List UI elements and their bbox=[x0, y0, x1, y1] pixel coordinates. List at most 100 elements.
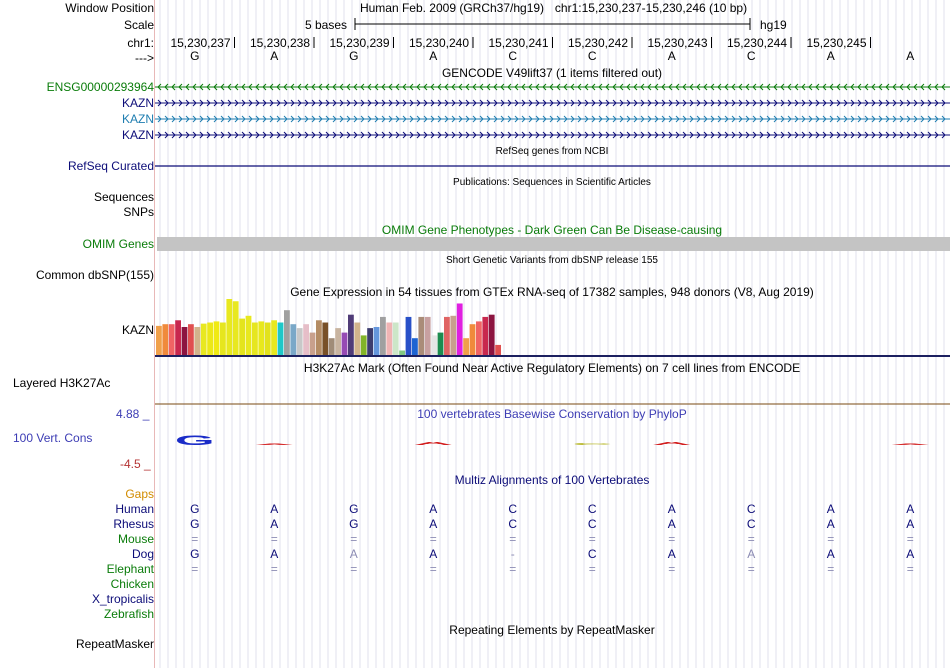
gtex-bar bbox=[181, 327, 188, 355]
strand-arrows bbox=[157, 131, 946, 139]
gtex-title[interactable]: Gene Expression in 54 tissues from GTEx … bbox=[290, 285, 814, 299]
ruler-base: A bbox=[270, 49, 279, 63]
multiz-species-label[interactable]: Dog bbox=[131, 547, 154, 561]
repeatmasker-label[interactable]: RepeatMasker bbox=[75, 637, 154, 651]
publications-sequences-label[interactable]: Sequences bbox=[93, 190, 154, 204]
publications-snps-label[interactable]: SNPs bbox=[123, 205, 154, 219]
multiz-base: G bbox=[190, 547, 200, 561]
refseq-title[interactable]: RefSeq genes from NCBI bbox=[495, 146, 609, 157]
gtex-bar bbox=[437, 332, 444, 355]
multiz-base: = bbox=[191, 562, 199, 576]
gtex-bar bbox=[200, 323, 207, 355]
multiz-base: A bbox=[747, 547, 756, 561]
gtex-bar bbox=[271, 320, 277, 355]
repeatmasker-title[interactable]: Repeating Elements by RepeatMasker bbox=[449, 623, 655, 637]
cons-logo-letter: C bbox=[572, 443, 612, 446]
gencode-item-label[interactable]: ENSG00000293964 bbox=[46, 80, 154, 94]
cons-logo-letter: A bbox=[254, 443, 294, 445]
gencode-item-label[interactable]: KAZN bbox=[121, 112, 154, 126]
multiz-species-label[interactable]: Elephant bbox=[106, 562, 154, 576]
gtex-bar bbox=[175, 320, 181, 355]
gencode-item-label[interactable]: KAZN bbox=[121, 96, 154, 110]
multiz-base: = bbox=[270, 532, 278, 546]
omim-label[interactable]: OMIM Genes bbox=[82, 237, 154, 251]
gtex-bar bbox=[431, 335, 437, 355]
multiz-base: C bbox=[746, 517, 756, 531]
gtex-bar bbox=[162, 324, 169, 355]
gtex-bar bbox=[156, 325, 162, 355]
gtex-bar bbox=[226, 299, 233, 355]
multiz-base: A bbox=[429, 502, 438, 516]
refseq-label[interactable]: RefSeq Curated bbox=[67, 159, 154, 173]
assembly-title: Human Feb. 2009 (GRCh37/hg19) bbox=[359, 1, 545, 15]
label-divider[interactable] bbox=[154, 0, 155, 668]
multiz-base: A bbox=[429, 547, 438, 561]
multiz-base: = bbox=[906, 562, 914, 576]
multiz-base: A bbox=[906, 517, 915, 531]
multiz-base: A bbox=[667, 502, 676, 516]
gencode-item-label[interactable]: KAZN bbox=[121, 128, 154, 142]
multiz-species-label[interactable]: Rhesus bbox=[113, 517, 154, 531]
db-label: hg19 bbox=[760, 18, 787, 32]
scale-label: Scale bbox=[123, 18, 154, 32]
gtex-bar bbox=[482, 316, 489, 355]
publications-title[interactable]: Publications: Sequences in Scientific Ar… bbox=[453, 177, 651, 188]
dbsnp-label[interactable]: Common dbSNP(155) bbox=[35, 268, 154, 282]
gtex-bar bbox=[380, 316, 386, 355]
multiz-base: G bbox=[349, 517, 359, 531]
ruler-position-label: 15,230,241 bbox=[488, 36, 549, 50]
h3k27ac-label[interactable]: Layered H3K27Ac bbox=[13, 376, 111, 390]
omim-title[interactable]: OMIM Gene Phenotypes - Dark Green Can Be… bbox=[381, 223, 723, 237]
multiz-species-label[interactable]: Mouse bbox=[117, 532, 154, 546]
gtex-bar bbox=[258, 321, 265, 355]
multiz-base: = bbox=[588, 562, 596, 576]
ruler-position-label: 15,230,244 bbox=[726, 36, 787, 50]
cons-title[interactable]: 100 vertebrates Basewise Conservation by… bbox=[417, 407, 687, 421]
gtex-bar bbox=[213, 321, 220, 355]
multiz-species-label[interactable]: Zebrafish bbox=[103, 607, 154, 621]
multiz-base: A bbox=[826, 502, 835, 516]
ruler-position-label: 15,230,242 bbox=[567, 36, 628, 50]
gtex-bar bbox=[328, 338, 335, 355]
multiz-species-label[interactable]: X_tropicalis bbox=[91, 592, 154, 606]
gtex-bar bbox=[239, 318, 245, 355]
gtex-bar bbox=[277, 322, 284, 355]
scale-text: 5 bases bbox=[305, 18, 348, 32]
multiz-gaps-label[interactable]: Gaps bbox=[125, 487, 154, 501]
multiz-base: C bbox=[587, 547, 597, 561]
multiz-base: G bbox=[190, 517, 200, 531]
gencode-title[interactable]: GENCODE V49lift37 (1 items filtered out) bbox=[441, 66, 663, 80]
multiz-species-label[interactable]: Human bbox=[115, 502, 154, 516]
multiz-species-label[interactable]: Chicken bbox=[110, 577, 154, 591]
multiz-base: A bbox=[270, 547, 279, 561]
gtex-bar bbox=[290, 324, 297, 355]
multiz-base: A bbox=[667, 547, 676, 561]
multiz-base: = bbox=[588, 532, 596, 546]
gtex-bar bbox=[316, 320, 322, 355]
gtex-bar bbox=[207, 322, 213, 355]
ruler-base: A bbox=[429, 49, 438, 63]
multiz-base: = bbox=[191, 532, 199, 546]
multiz-base: = bbox=[350, 532, 358, 546]
h3k27ac-title[interactable]: H3K27Ac Mark (Often Found Near Active Re… bbox=[303, 361, 801, 375]
cons-label[interactable]: 100 Vert. Cons bbox=[13, 431, 93, 445]
strand-arrows bbox=[157, 83, 946, 91]
multiz-title[interactable]: Multiz Alignments of 100 Vertebrates bbox=[454, 473, 650, 487]
gtex-bar bbox=[444, 316, 450, 355]
gtex-bar bbox=[495, 344, 501, 355]
gtex-bar bbox=[360, 335, 367, 355]
gtex-bar bbox=[354, 322, 361, 355]
ruler-base: C bbox=[587, 49, 597, 63]
multiz-base: C bbox=[587, 517, 597, 531]
dbsnp-title[interactable]: Short Genetic Variants from dbSNP releas… bbox=[446, 255, 658, 266]
ruler-base: C bbox=[746, 49, 756, 63]
multiz-base: A bbox=[906, 502, 915, 516]
gtex-bar bbox=[335, 328, 341, 355]
cons-logo-letter: A bbox=[652, 441, 694, 446]
cons-min-label: -4.5 _ bbox=[120, 457, 151, 471]
gtex-bar bbox=[373, 327, 380, 355]
gtex-label[interactable]: KAZN bbox=[121, 323, 154, 337]
ruler-base: A bbox=[667, 49, 676, 63]
gtex-bar bbox=[424, 316, 431, 355]
